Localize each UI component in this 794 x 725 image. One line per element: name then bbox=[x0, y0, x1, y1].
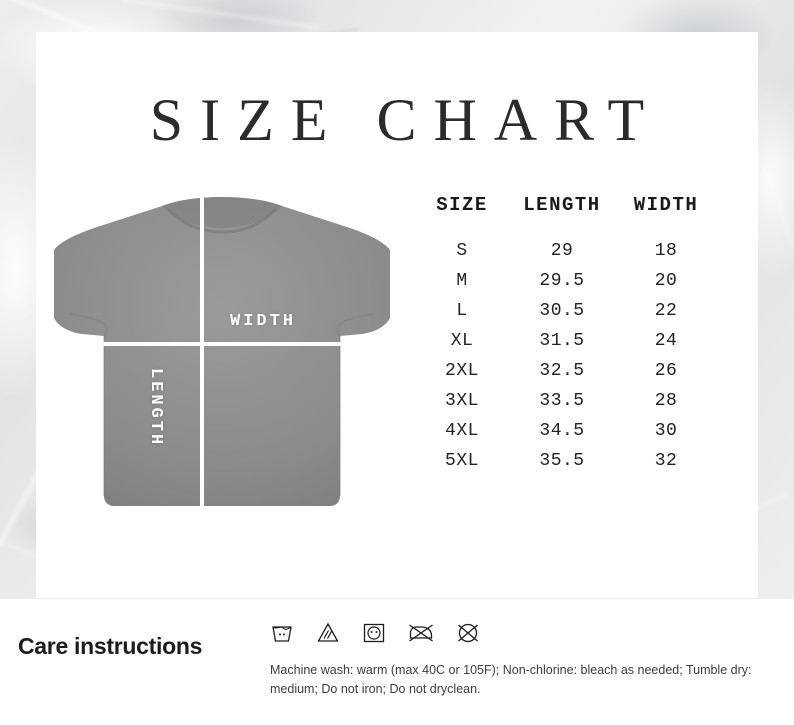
cell-width: 30 bbox=[654, 421, 678, 441]
table-header-row: SIZE LENGTH WIDTH bbox=[418, 194, 714, 236]
cell-length: 32.5 bbox=[539, 361, 585, 381]
cell-length: 34.5 bbox=[539, 421, 585, 441]
table-row: L 30.5 22 bbox=[418, 296, 714, 326]
width-guide-line bbox=[72, 342, 372, 346]
care-symbol-row bbox=[270, 619, 770, 647]
do-not-iron-icon bbox=[409, 624, 433, 642]
cell-size: 4XL bbox=[445, 421, 479, 441]
table-row: 2XL 32.5 26 bbox=[418, 356, 714, 386]
cell-width: 18 bbox=[654, 241, 678, 261]
size-chart-card: SIZE CHART bbox=[36, 32, 758, 598]
cell-length: 33.5 bbox=[539, 391, 585, 411]
cell-length: 30.5 bbox=[539, 301, 585, 321]
care-instructions-heading: Care instructions bbox=[18, 633, 203, 659]
column-header-size: SIZE bbox=[436, 194, 488, 216]
table-row: 3XL 33.5 28 bbox=[418, 386, 714, 416]
marble-vein bbox=[120, 0, 320, 29]
table-row: XL 31.5 24 bbox=[418, 326, 714, 356]
table-row: 5XL 35.5 32 bbox=[418, 446, 714, 476]
care-instructions-text: Machine wash: warm (max 40C or 105F); No… bbox=[270, 663, 752, 697]
cell-width: 28 bbox=[654, 391, 678, 411]
cell-width: 20 bbox=[654, 271, 678, 291]
tshirt-diagram: WIDTH LENGTH bbox=[36, 188, 408, 518]
care-divider bbox=[0, 598, 794, 599]
cell-size: 3XL bbox=[445, 391, 479, 411]
tumble-dry-medium-icon bbox=[363, 623, 385, 643]
cell-length: 29 bbox=[550, 241, 574, 261]
cell-size: 5XL bbox=[445, 451, 479, 471]
tshirt-illustration: WIDTH LENGTH bbox=[50, 196, 394, 508]
cell-size: M bbox=[456, 271, 468, 291]
column-header-width: WIDTH bbox=[633, 194, 699, 216]
marble-background: SIZE CHART bbox=[0, 0, 794, 598]
size-table: SIZE LENGTH WIDTH S 29 18 M bbox=[418, 194, 714, 476]
machine-wash-warm-icon bbox=[272, 626, 292, 642]
do-not-dryclean-icon bbox=[458, 623, 478, 643]
cell-width: 24 bbox=[654, 331, 678, 351]
cell-width: 32 bbox=[654, 451, 678, 471]
cell-size: XL bbox=[450, 331, 474, 351]
table-row: S 29 18 bbox=[418, 236, 714, 266]
marble-vein bbox=[761, 161, 794, 341]
cell-length: 29.5 bbox=[539, 271, 585, 291]
page-title: SIZE CHART bbox=[149, 87, 662, 153]
cell-size: 2XL bbox=[445, 361, 479, 381]
tshirt-icon bbox=[54, 197, 390, 506]
size-table-pane: SIZE LENGTH WIDTH S 29 18 M bbox=[408, 188, 758, 518]
care-instructions-section: Care instructions bbox=[0, 599, 794, 725]
care-details: Machine wash: warm (max 40C or 105F); No… bbox=[270, 619, 770, 725]
chart-body: WIDTH LENGTH SIZE LENGTH WIDTH bbox=[36, 188, 758, 518]
cell-width: 26 bbox=[654, 361, 678, 381]
cell-width: 22 bbox=[654, 301, 678, 321]
column-header-length: LENGTH bbox=[523, 194, 601, 216]
table-row: 4XL 34.5 30 bbox=[418, 416, 714, 446]
tshirt-length-label: LENGTH bbox=[146, 368, 165, 448]
length-guide-line bbox=[200, 196, 204, 508]
cell-size: L bbox=[456, 301, 468, 321]
cell-length: 35.5 bbox=[539, 451, 585, 471]
tshirt-width-label: WIDTH bbox=[230, 312, 297, 331]
cell-length: 31.5 bbox=[539, 331, 585, 351]
non-chlorine-bleach-icon bbox=[317, 622, 339, 642]
table-row: M 29.5 20 bbox=[418, 266, 714, 296]
cell-size: S bbox=[456, 241, 468, 261]
